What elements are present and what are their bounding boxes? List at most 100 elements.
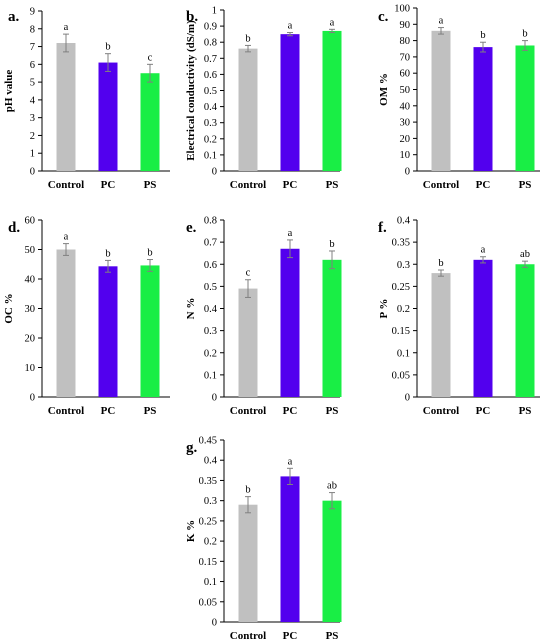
bar-pc <box>280 248 300 397</box>
panel-label: f. <box>378 220 387 236</box>
y-tick-label: 20 <box>400 134 411 145</box>
y-tick-label: 8 <box>30 24 35 35</box>
bar-control <box>431 273 451 397</box>
x-tick-label: PC <box>476 405 491 417</box>
x-tick-label: PC <box>283 179 298 191</box>
y-tick-label: 0.8 <box>204 216 217 227</box>
y-tick-label: 3 <box>30 113 35 124</box>
bar-pc <box>280 34 300 172</box>
significance-letter: c <box>246 268 251 279</box>
y-tick-label: 60 <box>400 69 411 80</box>
bar-control <box>431 30 451 171</box>
y-tick-label: 50 <box>400 85 411 96</box>
x-tick-label: PS <box>326 405 339 417</box>
y-tick-label: 10 <box>25 363 36 374</box>
x-tick-label: PS <box>326 630 339 642</box>
y-tick-label: 0 <box>212 393 217 404</box>
bar-pc <box>98 266 118 397</box>
bar-ps <box>140 73 160 171</box>
chart-panel-1: 0 1 2 3 4 5 6 7 8 9 pH value a. a Control b PC c PS <box>3 7 170 191</box>
x-tick-label: PS <box>144 179 157 191</box>
y-tick-label: 0.2 <box>204 348 217 359</box>
significance-letter: a <box>330 17 335 28</box>
x-tick-label: PS <box>519 405 532 417</box>
bar-pc <box>473 259 493 397</box>
x-tick-label: Control <box>230 179 266 191</box>
y-tick-label: 0 <box>405 167 410 178</box>
y-tick-label: 70 <box>400 52 411 63</box>
chart-panel-3: 0 10 20 30 40 50 60 70 80 90 100 OM % c. a Control b PC b… <box>378 4 540 191</box>
y-tick-label: 0.3 <box>397 260 410 271</box>
bar-ps <box>140 265 160 397</box>
y-axis-label: N % <box>185 298 197 320</box>
chart-panel-4: 0 10 20 30 40 50 60 OC % d. a Control b PC b PS <box>3 216 170 417</box>
significance-letter: b <box>329 239 334 250</box>
y-tick-label: 0 <box>405 393 410 404</box>
bar-control <box>56 249 76 397</box>
bar-control <box>238 48 258 171</box>
y-tick-label: 1 <box>30 149 35 160</box>
y-axis-label: OM % <box>378 73 390 106</box>
y-tick-label: 0.15 <box>199 557 217 568</box>
x-tick-label: PS <box>326 179 339 191</box>
x-tick-label: Control <box>48 405 84 417</box>
chart-panel-2: 0 0.1 0.2 0.3 0.4 0.5 0.6 0.7 0.8 0.9 1 Electrical … <box>185 6 342 191</box>
x-tick-label: PC <box>101 179 116 191</box>
y-tick-label: 0.2 <box>204 134 217 145</box>
y-tick-label: 0.4 <box>204 456 218 467</box>
significance-letter: b <box>480 30 485 41</box>
y-tick-label: 0.1 <box>204 370 217 381</box>
bar-ps <box>322 30 342 172</box>
y-axis-label: pH value <box>3 70 15 113</box>
significance-letter: b <box>245 485 250 496</box>
y-tick-label: 0.45 <box>199 436 217 447</box>
significance-letter: a <box>64 232 69 243</box>
y-tick-label: 30 <box>25 304 36 315</box>
significance-letter: b <box>105 42 110 53</box>
x-tick-label: PC <box>476 179 491 191</box>
significance-letter: b <box>522 29 527 40</box>
y-tick-label: 0.35 <box>392 238 410 249</box>
y-axis-label: P % <box>378 299 390 319</box>
y-tick-label: 0.35 <box>199 476 217 487</box>
significance-letter: ab <box>520 249 530 260</box>
y-axis-label: K % <box>185 520 197 542</box>
y-tick-label: 0.3 <box>204 118 217 129</box>
chart-panel-5: 0 0.1 0.2 0.3 0.4 0.5 0.6 0.7 0.8 N % e. c Control a P… <box>185 216 342 417</box>
y-tick-label: 40 <box>400 101 411 112</box>
y-tick-label: 2 <box>30 131 35 142</box>
x-tick-label: PC <box>101 405 116 417</box>
y-tick-label: 0.25 <box>392 282 410 293</box>
y-tick-label: 0.8 <box>204 38 217 49</box>
y-tick-label: 0 <box>30 393 35 404</box>
significance-letter: a <box>288 228 293 239</box>
bar-control <box>238 288 258 397</box>
bar-ps <box>515 264 535 397</box>
y-tick-label: 0.2 <box>397 304 410 315</box>
y-tick-label: 0.4 <box>397 216 411 227</box>
significance-letter: b <box>105 248 110 259</box>
x-tick-label: Control <box>230 630 266 642</box>
y-tick-label: 0.7 <box>204 238 217 249</box>
y-tick-label: 0.4 <box>204 304 218 315</box>
x-tick-label: Control <box>48 179 84 191</box>
y-tick-label: 40 <box>25 275 36 286</box>
bar-control <box>56 43 76 171</box>
y-tick-label: 9 <box>30 7 35 18</box>
y-tick-label: 0.1 <box>397 348 410 359</box>
y-tick-label: 50 <box>25 245 36 256</box>
panel-label: e. <box>186 220 197 236</box>
panel-label: a. <box>8 9 20 25</box>
x-tick-label: PS <box>144 405 157 417</box>
x-tick-label: PC <box>283 405 298 417</box>
y-tick-label: 0.3 <box>204 326 217 337</box>
significance-letter: c <box>148 52 153 63</box>
y-tick-label: 0.6 <box>204 70 217 81</box>
bar-ps <box>322 259 342 397</box>
x-tick-label: PS <box>519 179 532 191</box>
bar-control <box>238 504 258 622</box>
y-tick-label: 0.7 <box>204 54 217 65</box>
y-tick-label: 5 <box>30 78 35 89</box>
x-tick-label: Control <box>230 405 266 417</box>
bar-ps <box>515 45 535 171</box>
